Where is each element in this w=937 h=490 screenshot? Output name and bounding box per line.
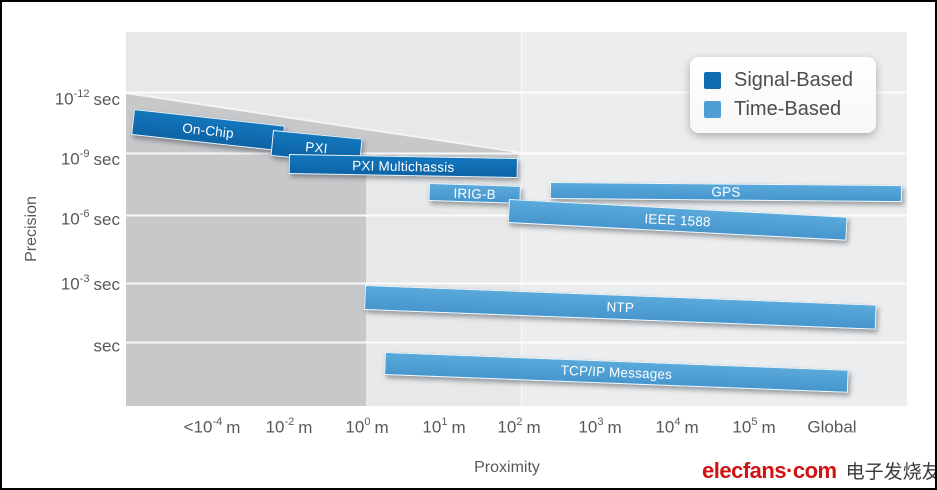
- legend-item-time-based: Time-Based: [704, 95, 876, 124]
- bar-label: PXI: [304, 138, 329, 156]
- y-tick-1e-9: 10-9 sec: [60, 148, 120, 169]
- elecfans-logo: elecfans·com 电子发烧友: [702, 457, 937, 484]
- x-axis-title: Proximity: [474, 459, 540, 476]
- y-axis-title: Precision: [23, 196, 40, 262]
- x-tick-1e1m: 101 m: [422, 416, 466, 437]
- legend-label: Signal-Based: [734, 69, 853, 91]
- bar-label: NTP: [606, 299, 635, 316]
- bar-label: GPS: [711, 184, 741, 200]
- y-tick-1e-3: 10-3 sec: [60, 273, 120, 294]
- time-based-swatch-icon: [704, 101, 721, 118]
- x-tick-1e3m: 103 m: [578, 416, 622, 437]
- x-tick-1e2m: 102 m: [497, 416, 541, 437]
- legend-item-signal-based: Signal-Based: [704, 66, 876, 95]
- bar-label: PXI Multichassis: [352, 157, 455, 175]
- bar-label: IRIG-B: [453, 185, 497, 202]
- x-tick-1e4m: 104 m: [655, 416, 699, 437]
- x-tick-global: Global: [807, 417, 857, 437]
- bar-pxi-multichassis: PXI Multichassis: [288, 154, 518, 178]
- bar-gps: GPS: [549, 182, 902, 203]
- bar-label: On-Chip: [181, 119, 235, 141]
- legend: Signal-Based Time-Based: [690, 57, 876, 133]
- x-tick-1e0m: 100 m: [345, 416, 389, 437]
- elecfans-wordmark: elecfans·com: [702, 458, 837, 483]
- y-tick-sec: sec: [93, 336, 120, 356]
- bar-label: IEEE 1588: [644, 210, 712, 230]
- x-tick-lt-1e-4m: <10-4 m: [183, 416, 241, 437]
- x-tick-1e-2m: 10-2 m: [265, 416, 313, 437]
- signal-based-swatch-icon: [704, 72, 721, 89]
- y-tick-1e-12: 10-12 sec: [54, 88, 120, 109]
- y-tick-1e-6: 10-6 sec: [60, 208, 120, 229]
- x-tick-1e5m: 105 m: [732, 416, 776, 437]
- bar-label: TCP/IP Messages: [560, 362, 673, 383]
- bar-irig-b: IRIG-B: [428, 183, 521, 204]
- legend-label: Time-Based: [734, 98, 842, 120]
- elecfans-chinese-name: 电子发烧友: [845, 461, 937, 483]
